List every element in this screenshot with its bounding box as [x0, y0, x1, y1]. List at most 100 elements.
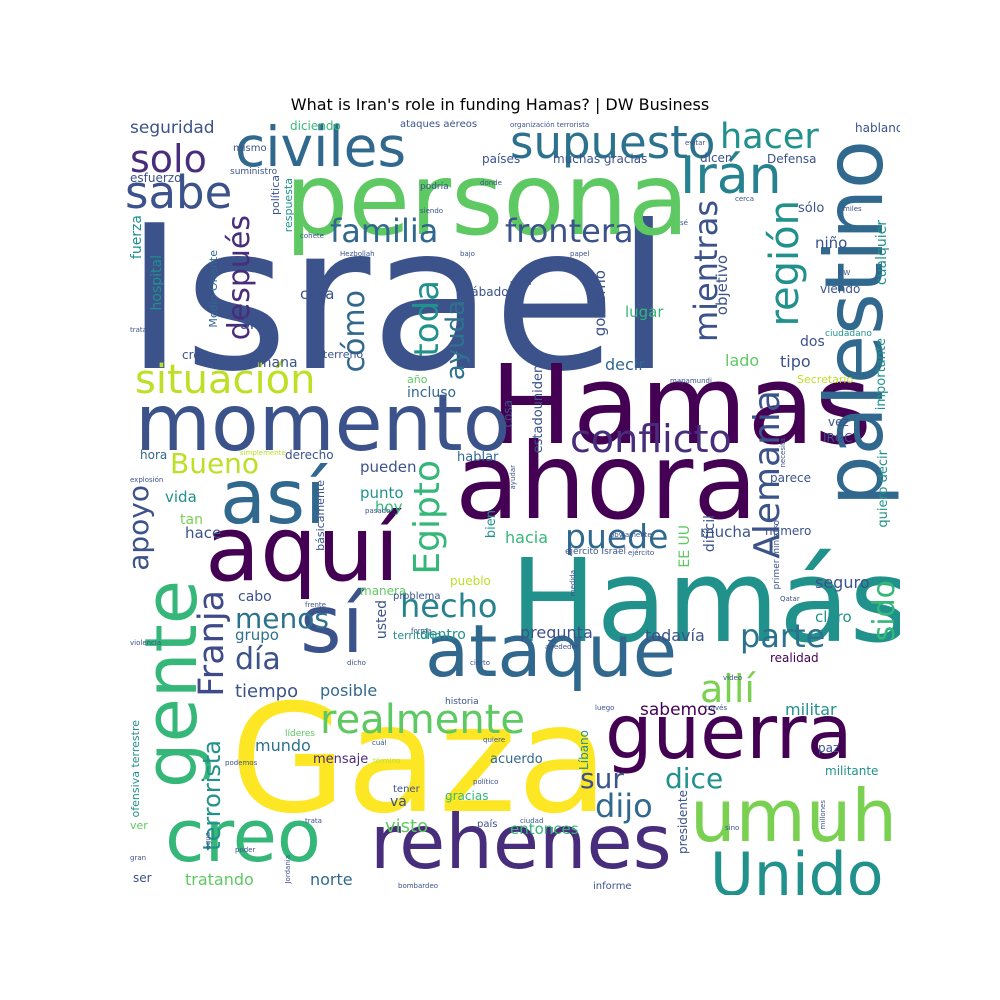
cloud-word: Hamás: [510, 535, 900, 669]
cloud-word: posible: [320, 681, 378, 700]
cloud-word: dicho: [347, 659, 366, 667]
cloud-word: gran: [130, 854, 147, 862]
cloud-word: primer ministro: [772, 520, 782, 590]
cloud-word: esfuerzo: [130, 171, 182, 185]
cloud-word: pueden: [360, 458, 417, 476]
cloud-word: sido: [867, 580, 900, 642]
cloud-word: tipo: [780, 352, 811, 371]
cloud-word: quiero decir: [876, 450, 891, 528]
cloud-word: violencia: [130, 639, 162, 647]
cloud-word: diciendo: [290, 120, 341, 133]
cloud-word: dentro: [420, 627, 466, 643]
cloud-word: conflicto: [570, 417, 732, 461]
cloud-word: viendo: [820, 282, 861, 296]
cloud-word: quiere: [483, 736, 506, 744]
cloud-word: todavía: [645, 626, 705, 645]
cloud-word: puede: [565, 517, 669, 556]
cloud-word: ciudad: [520, 817, 544, 825]
cloud-word: ofensiva terrestre: [129, 720, 142, 818]
cloud-word: ataque: [425, 609, 678, 693]
page-title: What is Iran's role in funding Hamas? | …: [290, 95, 710, 114]
cloud-word: norte: [310, 870, 353, 889]
cloud-word: parece: [770, 471, 812, 485]
cloud-word: papel: [570, 250, 590, 258]
cloud-word: término: [373, 757, 401, 765]
cloud-word: Líbano: [577, 730, 591, 770]
cloud-word: historia: [445, 697, 479, 707]
cloud-word: básicamente: [314, 480, 327, 551]
cloud-word: organización terrorista: [510, 121, 590, 129]
cloud-word: Bueno: [170, 447, 260, 480]
cloud-word: mucha: [700, 523, 752, 541]
cloud-word: sí: [300, 578, 364, 671]
cloud-word: Jordania: [284, 855, 292, 884]
cloud-word: hoy: [375, 498, 403, 516]
cloud-word: civiles: [235, 120, 407, 179]
cloud-word: día: [235, 642, 281, 677]
cloud-word: fuerza: [129, 215, 145, 260]
cloud-word: menos: [235, 602, 329, 635]
cloud-word: cuál: [372, 739, 387, 747]
cloud-word: gobierno: [591, 270, 609, 337]
cloud-word: través: [705, 704, 728, 712]
word-cloud: Israel persona Hamas Hamás Gaza ahora momento p…: [125, 120, 900, 895]
cloud-word: sólo: [798, 201, 825, 216]
cloud-word: guerra: [605, 688, 853, 776]
cloud-word: miles: [843, 205, 862, 213]
cloud-word: claro: [815, 608, 852, 626]
cloud-word: cabo: [238, 589, 272, 605]
cloud-word: hablar: [457, 450, 499, 465]
cloud-word: Medio Oriente: [207, 250, 220, 328]
cloud-word: ahora: [455, 421, 758, 543]
cloud-word: ser: [133, 871, 152, 885]
cloud-word: persona: [285, 141, 690, 258]
cloud-word: Defensa: [767, 152, 817, 166]
cloud-word: supuesto: [510, 120, 716, 169]
cloud-word: pregunta: [520, 623, 593, 642]
cloud-word: Hezbollah: [340, 250, 375, 258]
cloud-word: bajo: [460, 250, 475, 258]
cloud-word: militar: [785, 700, 837, 719]
cloud-word: entonces: [510, 820, 579, 838]
cloud-word: dos: [800, 334, 825, 350]
cloud-word: usted: [374, 600, 390, 640]
cloud-word: mensaje: [313, 752, 369, 767]
cloud-word: bien: [484, 510, 499, 539]
cloud-word: Israel: [125, 183, 672, 416]
cloud-word: ver: [130, 819, 148, 832]
cloud-word: objetivo: [713, 255, 731, 316]
cloud-word: ayuda: [441, 300, 471, 381]
cloud-word: militante: [825, 764, 879, 778]
cloud-word: sur: [580, 762, 624, 795]
cloud-word: grupo: [235, 626, 279, 644]
cloud-word: ayudar: [509, 465, 517, 490]
cloud-word: informe: [593, 881, 632, 892]
cloud-word: manera: [360, 584, 407, 598]
cloud-word: presidente: [676, 790, 690, 854]
cloud-word: momento: [135, 379, 511, 469]
cloud-word: político: [473, 778, 499, 786]
cloud-word: Franja: [192, 590, 232, 697]
cloud-word: niño: [815, 234, 848, 252]
cloud-word: explosión: [130, 476, 164, 484]
cloud-word: problema: [393, 591, 441, 602]
cloud-word: donde: [480, 179, 502, 187]
cloud-word: tan: [180, 512, 203, 528]
cloud-word: Irán: [680, 146, 782, 206]
cloud-word: sé: [680, 219, 688, 227]
cloud-word: Hamas: [490, 341, 872, 469]
cloud-word: solo: [130, 137, 207, 181]
cloud-word: dicen: [700, 151, 733, 165]
cloud-word: umuh: [690, 774, 898, 858]
cloud-word: vez: [828, 415, 849, 429]
cloud-word: suministro: [230, 167, 278, 177]
cloud-word: cree: [182, 348, 209, 362]
cloud-word: ataques aéreos: [400, 120, 478, 130]
cloud-word: tratar: [130, 326, 150, 334]
cloud-word: punto: [360, 484, 404, 502]
cloud-word: necesita: [779, 438, 787, 468]
cloud-word: podría: [420, 182, 449, 192]
cloud-word: semana: [242, 355, 298, 371]
cloud-word: importante: [874, 338, 889, 411]
cloud-word: cerca: [735, 195, 755, 203]
